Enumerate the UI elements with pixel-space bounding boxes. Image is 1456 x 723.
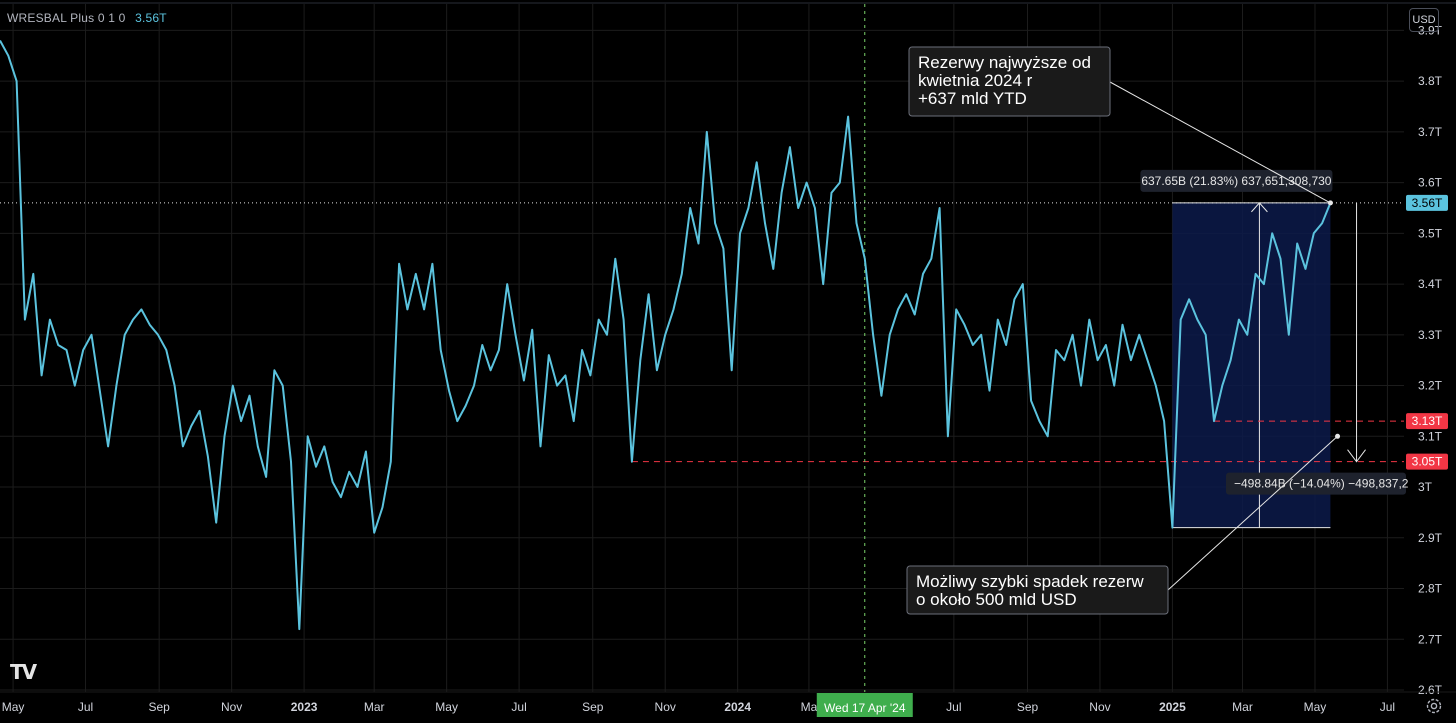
series-line [0,40,1332,631]
measure-label-box [1140,169,1333,192]
x-tick-label: Sep [148,700,170,714]
x-tick-label: 2025 [1159,700,1186,714]
y-tick-label: 3T [1418,480,1433,494]
x-tick-label: Nov [221,700,242,714]
y-tick-label: 3.6T [1418,176,1443,190]
y-tick-label: 3.8T [1418,74,1443,88]
callout-anchor-dot [1327,200,1333,206]
y-tick-label: 3.4T [1418,277,1443,291]
projection-arrow-head [1347,449,1366,463]
y-tick-label: 2.8T [1418,582,1443,596]
callout-text-line: +637 mld YTD [918,89,1027,108]
x-tick-label: Ma [801,700,818,714]
x-tick-label: Jul [511,700,526,714]
x-tick-label: May [1304,700,1327,714]
callout-text-line: o około 500 mld USD [916,590,1077,609]
currency-button[interactable]: USD [1409,8,1439,32]
x-tick-label: Sep [582,700,604,714]
callout-text-line: kwietnia 2024 r [918,71,1033,90]
callout-anchor-dot [1335,433,1341,439]
x-tick-label: Jul [1380,700,1395,714]
y-tick-label: 3.5T [1418,226,1443,240]
last-value-label: 3.56T [135,11,167,25]
x-tick-label: Mar [364,700,385,714]
measure-label: 637.65B (21.83%) 637,651,308,730 [1141,174,1331,188]
callout-connector [1109,81,1331,204]
tradingview-logo: TV [10,660,37,684]
symbol-label: WRESBAL Plus 0 1 0 [7,11,126,25]
price-level-badge [1406,453,1448,470]
last-price-badge [1406,194,1448,211]
x-tick-label: Jul [78,700,93,714]
callout-box [908,46,1111,117]
x-tick-label: Jul [946,700,961,714]
x-tick-label: Sep [1017,700,1039,714]
x-tick-label: May [2,700,25,714]
callout-text-line: Możliwy szybki spadek rezerw [916,572,1144,591]
y-tick-label: 3.2T [1418,379,1443,393]
projection-label-box [1226,472,1406,495]
settings-gear-icon[interactable] [1424,696,1444,716]
crosshair-date-badge [816,693,913,717]
x-tick-label: 2023 [291,700,318,714]
x-tick-label: Nov [655,700,676,714]
callout-text-line: Rezerwy najwyższe od [918,53,1091,72]
price-level-badge [1406,413,1448,430]
measure-arrow-head [1251,202,1268,213]
y-tick-label: 2.7T [1418,632,1443,646]
y-tick-label: 3.1T [1418,429,1443,443]
x-tick-label: Mar [1232,700,1253,714]
last-price-label: 3.56T [1412,196,1443,210]
y-tick-label: 2.6T [1418,683,1443,697]
y-tick-label: 3.3T [1418,328,1443,342]
price-level-label: 3.05T [1412,455,1443,469]
callout-connector [1167,435,1338,591]
y-tick-label: 2.9T [1418,531,1443,545]
y-tick-label: 3.7T [1418,125,1443,139]
projection-label: −498.84B (−14.04%) −498,837,2 [1234,477,1409,491]
y-tick-label: 3.9T [1418,23,1443,37]
price-level-label: 3.13T [1412,414,1443,428]
x-tick-label: 2024 [724,700,751,714]
chart-legend: WRESBAL Plus 0 1 0 3.56T [7,11,167,25]
crosshair-date-label: Wed 17 Apr '24 [824,701,906,715]
x-tick-label: May [435,700,458,714]
x-tick-label: Nov [1089,700,1110,714]
callout-box [906,565,1169,615]
